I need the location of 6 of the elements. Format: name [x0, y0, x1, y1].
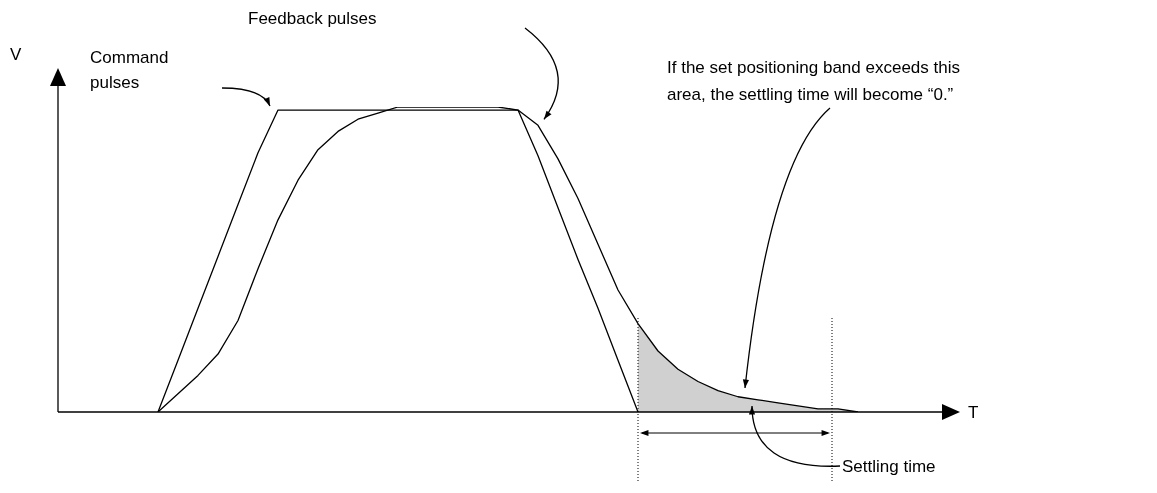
x-axis-title: T [968, 403, 979, 422]
y-axis-title: V [10, 45, 22, 64]
text: Feedback pulses [248, 9, 377, 28]
text: Settling time [842, 457, 936, 476]
text: Command pulses [90, 48, 169, 92]
text: If the set positioning band exceeds this area, the settling time will become “0.” [667, 58, 960, 104]
